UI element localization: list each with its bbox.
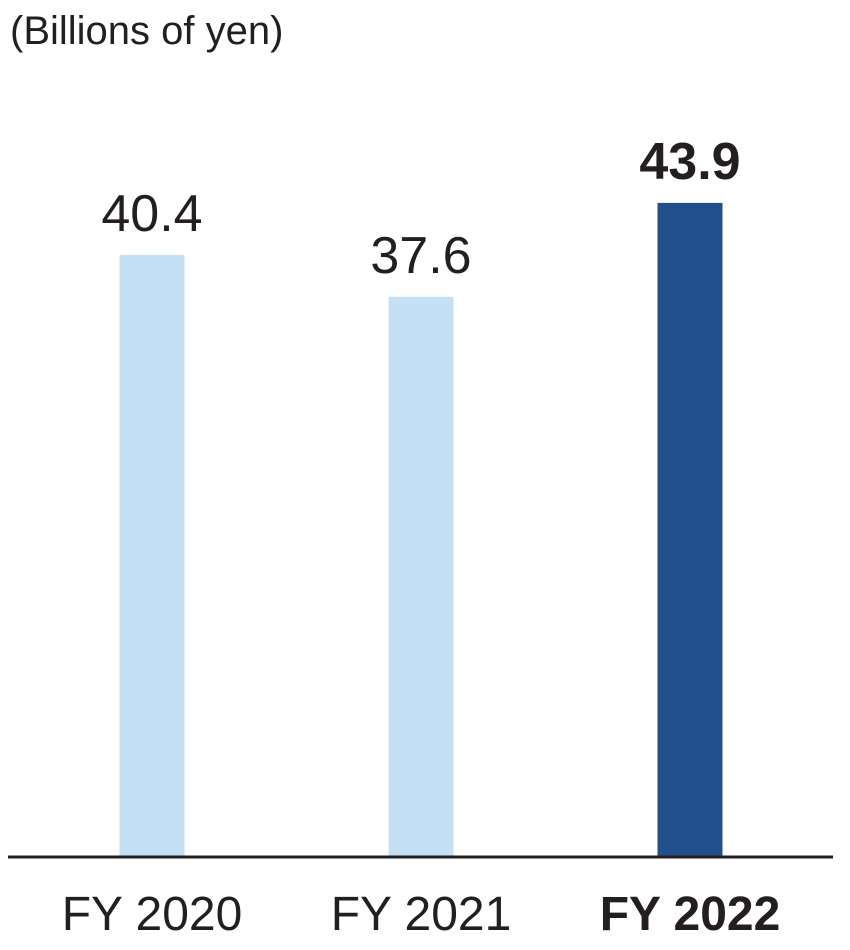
bars [119,202,723,858]
bar-fy-2021 [388,296,454,857]
bar-fy-2022 [657,202,723,857]
x-axis-tick-labels: FY 2020 FY 2021 FY 2022 [62,888,781,941]
value-label-fy-2021: 37.6 [370,227,471,285]
tick-label-fy-2022: FY 2022 [600,888,781,941]
bar-fy-2020 [119,255,185,858]
value-labels: 40.4 37.6 43.9 [101,133,740,285]
tick-label-fy-2021: FY 2021 [331,888,512,941]
unit-label: (Billions of yen) [10,9,283,53]
value-label-fy-2022: 43.9 [639,133,740,191]
value-label-fy-2020: 40.4 [101,185,202,243]
tick-label-fy-2020: FY 2020 [62,888,243,941]
